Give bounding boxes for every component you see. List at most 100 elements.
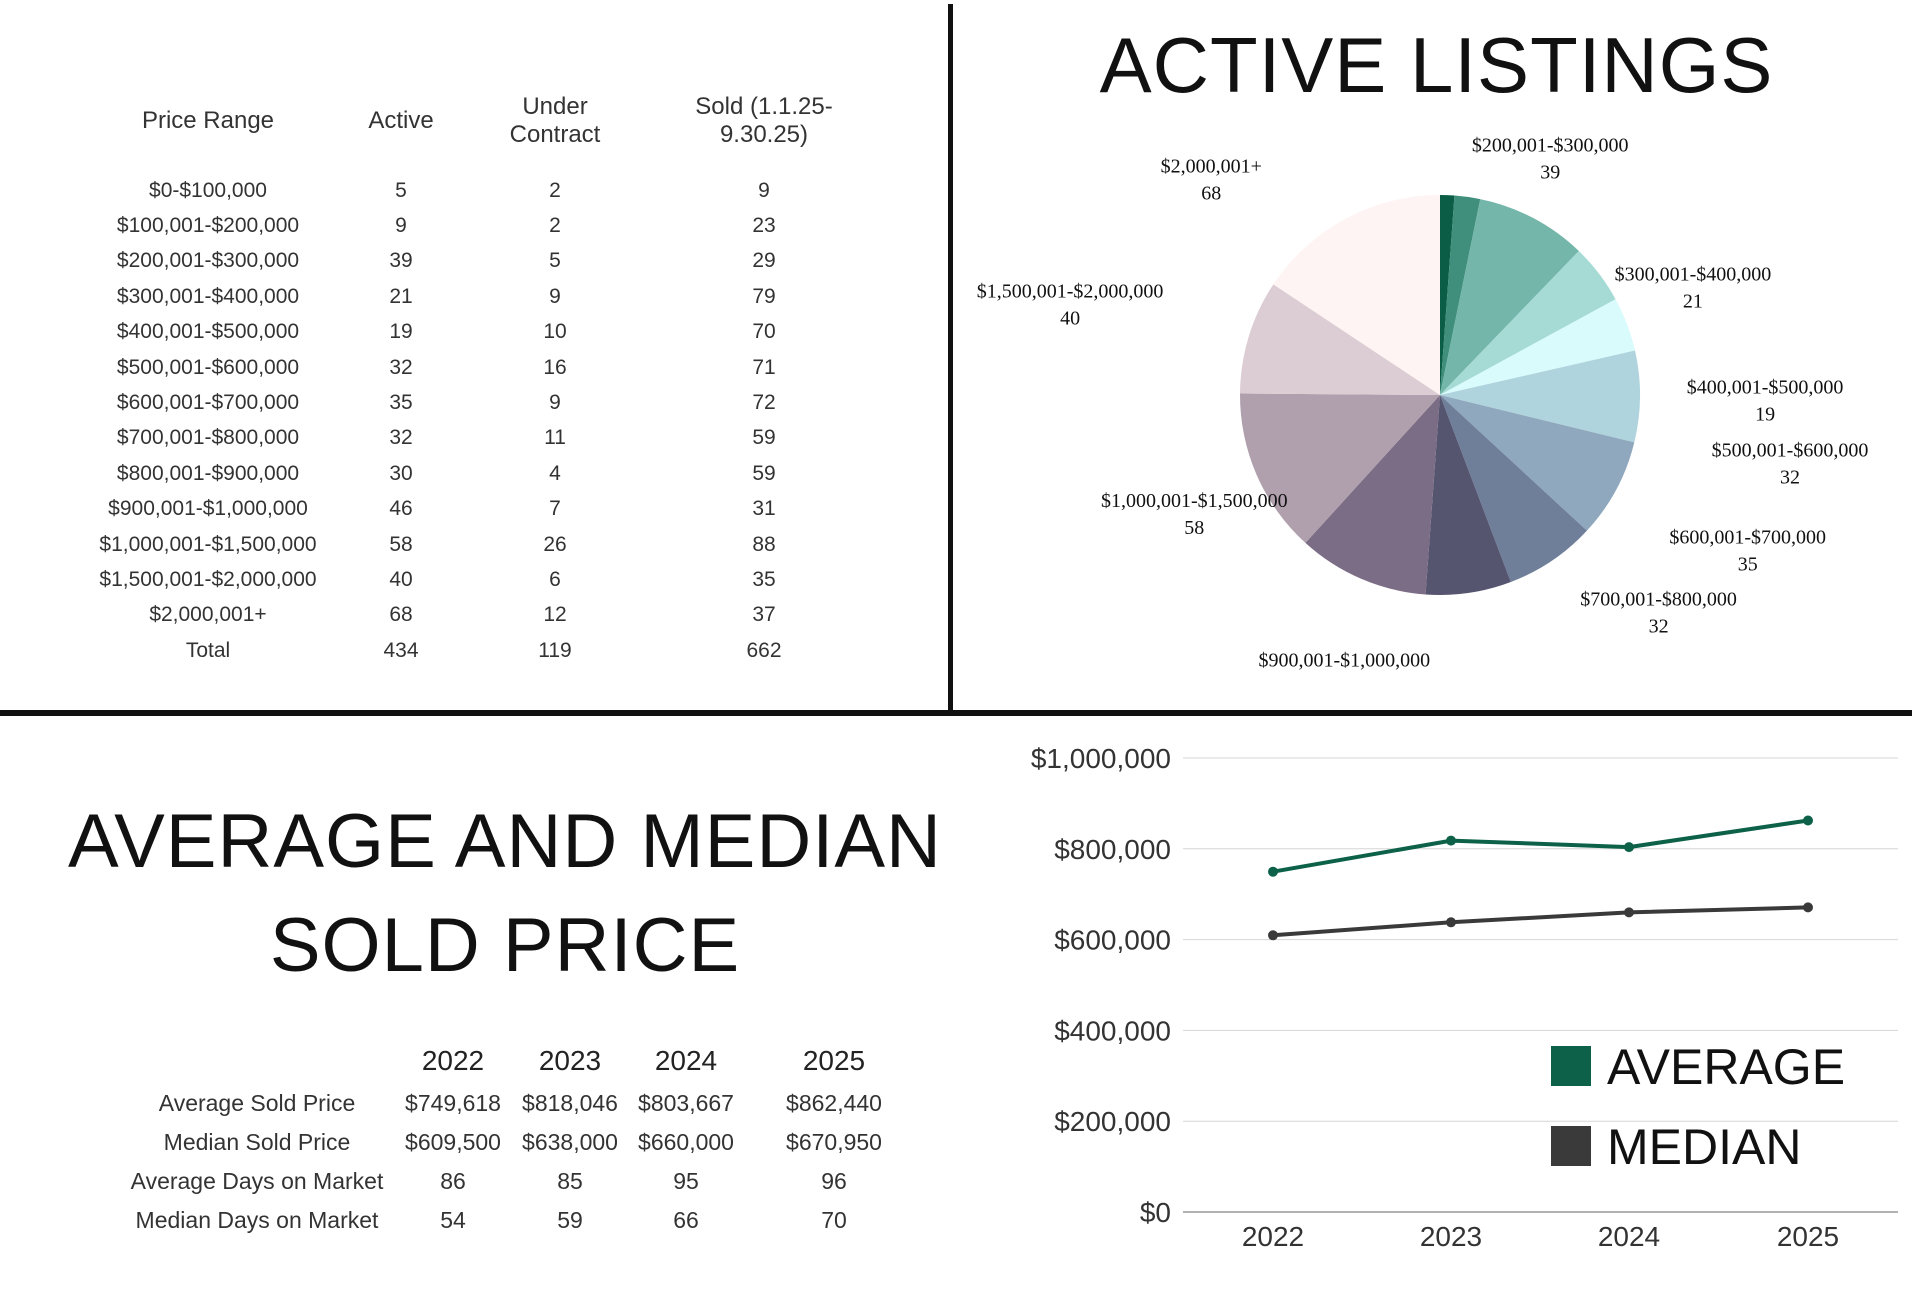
table-cell: 4 — [549, 461, 561, 485]
table-cell: 35 — [752, 567, 776, 591]
pie-slice-label: $300,001-$400,000 — [1615, 264, 1772, 286]
sold-price-title: AVERAGE AND MEDIAN SOLD PRICE — [0, 790, 1010, 998]
series-point — [1268, 930, 1278, 941]
table-row: Average Days on Market 86 85 95 96 — [120, 1162, 924, 1201]
active-listings-pie-chart: $200,001-$300,000 39 $300,001-$400,000 21 $4… — [977, 135, 1869, 671]
pie-slice — [1240, 284, 1440, 395]
sold-price-title-line1: AVERAGE AND MEDIAN — [68, 799, 942, 884]
table-cell: 11 — [544, 426, 566, 450]
series-point — [1624, 842, 1634, 853]
table-row: Median Days on Market 54 59 66 70 — [120, 1201, 924, 1240]
stats-header-2023: 2023 — [538, 1045, 602, 1076]
table-row: Median Sold Price $609,500 $638,000 $660,00… — [120, 1123, 924, 1162]
table-cell: 31 — [752, 497, 776, 521]
spacer-cell — [80, 149, 884, 173]
pie-slice-value: 39 — [1540, 162, 1560, 184]
table-cell: $900,001-$1,000,000 — [108, 497, 308, 521]
table-row: $700,001-$800,000 32 11 59 — [80, 421, 884, 456]
pie-slice-label: $900,001-$1,000,000 — [1258, 649, 1430, 670]
pie-slice — [1440, 199, 1579, 395]
table-cell: $700,001-$800,000 — [116, 426, 300, 450]
table-cell: $400,001-$500,000 — [116, 320, 300, 344]
table-cell: 86 — [440, 1168, 466, 1194]
table-row: $500,001-$600,000 32 16 71 — [80, 350, 884, 385]
pie-slice-label: $400,001-$500,000 — [1687, 377, 1844, 399]
table-cell: Median Days on Market — [135, 1207, 379, 1233]
table-cell: 9 — [549, 284, 561, 308]
x-tick-label: 2022 — [1242, 1221, 1304, 1252]
y-tick-label: $0 — [1140, 1197, 1171, 1228]
pie-slice — [1440, 195, 1481, 395]
table-cell: $818,046 — [522, 1090, 618, 1116]
table-cell: 21 — [389, 284, 413, 308]
table-cell: $1,500,001-$2,000,000 — [99, 567, 317, 591]
pie-slice-value: 19 — [1755, 404, 1775, 426]
pie-slice-label: $2,000,001+ — [1161, 155, 1262, 177]
vertical-divider — [948, 4, 953, 712]
legend-swatch — [1551, 1046, 1591, 1086]
table-cell: 29 — [752, 249, 776, 273]
legend-label: MEDIAN — [1607, 1119, 1801, 1175]
table-cell: 2 — [549, 214, 561, 238]
pie-slice — [1440, 350, 1641, 443]
table-cell: 32 — [389, 426, 413, 450]
table-cell: $1,000,001-$1,500,000 — [99, 532, 317, 556]
y-tick-label: $400,000 — [1054, 1015, 1171, 1046]
table-cell: Average Days on Market — [130, 1168, 384, 1194]
table-cell: 7 — [549, 497, 561, 521]
table-cell: $100,001-$200,000 — [116, 214, 300, 238]
table-cell: Total — [185, 638, 231, 662]
table-row: $600,001-$700,000 35 9 72 — [80, 385, 884, 420]
table-cell: $660,000 — [638, 1129, 734, 1155]
pie-slice — [1440, 395, 1587, 583]
series-line — [1272, 905, 1809, 938]
table-row: $2,000,001+ 68 12 37 — [80, 598, 884, 633]
horizontal-divider — [0, 710, 1912, 716]
pie-slice-label: $700,001-$800,000 — [1580, 589, 1737, 611]
table-cell: 35 — [389, 391, 413, 415]
pie-slice-value: 40 — [1060, 308, 1080, 330]
pie-slice-label: $1,500,001-$2,000,000 — [977, 281, 1164, 303]
y-tick-label: $1,000,000 — [1031, 743, 1171, 774]
table-cell: 9 — [758, 178, 770, 202]
pie-slice-label: $500,001-$600,000 — [1712, 440, 1869, 462]
legend-swatch — [1551, 1126, 1591, 1166]
pie-slice — [1440, 251, 1616, 395]
pie-slice-value: 58 — [1184, 517, 1204, 539]
y-tick-label: $800,000 — [1054, 834, 1171, 865]
pie-slice-value: 68 — [1201, 182, 1221, 204]
x-tick-label: 2024 — [1598, 1221, 1660, 1252]
table-cell: 88 — [752, 532, 776, 556]
table-cell: 70 — [752, 320, 776, 344]
table-row: $1,500,001-$2,000,000 40 6 35 — [80, 562, 884, 597]
table-cell: 26 — [543, 532, 567, 556]
table-cell: $500,001-$600,000 — [116, 355, 300, 379]
header-sold: Sold (1.1.25-9.30.25) — [695, 93, 833, 148]
table-cell: $638,000 — [522, 1129, 618, 1155]
table-cell: $803,667 — [638, 1090, 734, 1116]
table-cell: 16 — [543, 355, 567, 379]
table-cell: 68 — [389, 603, 413, 627]
table-cell: $2,000,001+ — [149, 603, 267, 627]
table-cell: 9 — [395, 214, 407, 238]
table-row: $400,001-$500,000 19 10 70 — [80, 315, 884, 350]
series-point — [1268, 866, 1278, 877]
table-row: $300,001-$400,000 21 9 79 — [80, 279, 884, 314]
table-cell: $200,001-$300,000 — [116, 249, 300, 273]
table-cell: 2 — [549, 178, 561, 202]
table-cell: $609,500 — [405, 1129, 501, 1155]
table-cell: 40 — [389, 567, 413, 591]
table-row: $0-$100,000 5 2 9 — [80, 173, 884, 208]
table-cell: 10 — [543, 320, 567, 344]
table-cell: 12 — [543, 603, 567, 627]
table-cell: Average Sold Price — [158, 1090, 356, 1116]
y-tick-label: $600,000 — [1054, 925, 1171, 956]
pie-slice-label: $200,001-$300,000 — [1472, 135, 1629, 157]
header-price-range: Price Range — [141, 107, 275, 134]
table-spacer — [80, 149, 884, 173]
table-cell: 9 — [549, 391, 561, 415]
pie-slice — [1440, 395, 1635, 531]
table-cell: 71 — [752, 355, 776, 379]
series-point — [1624, 907, 1634, 918]
pie-slice-value: 35 — [1738, 554, 1758, 576]
